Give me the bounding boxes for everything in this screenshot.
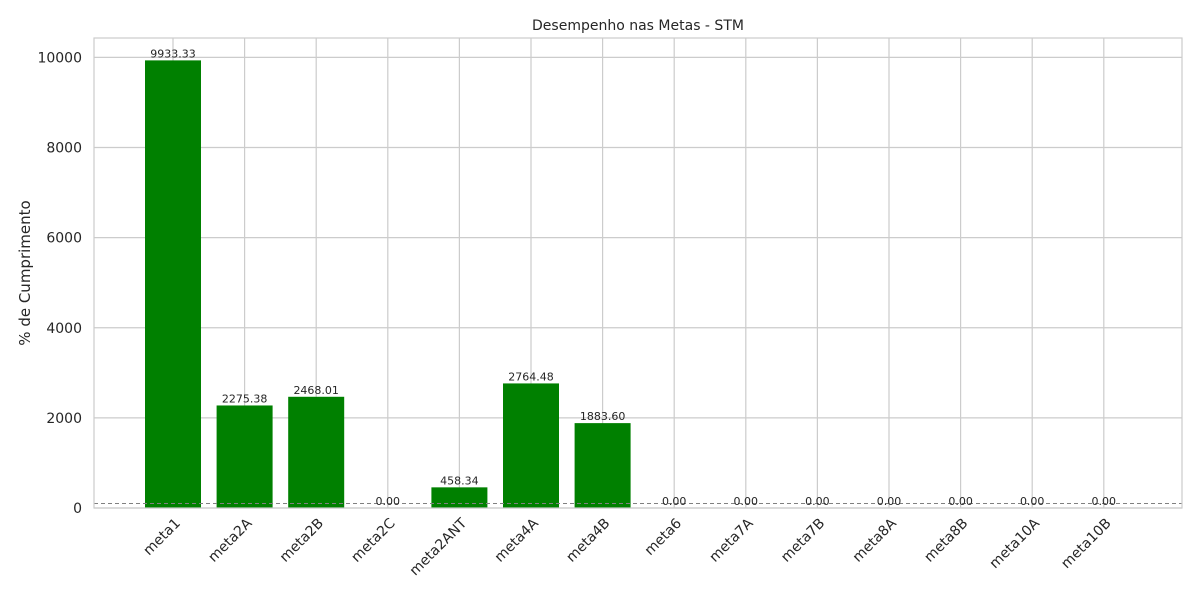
data-label: 2764.48: [508, 370, 554, 383]
bars: [145, 60, 631, 508]
grid-lines: [94, 38, 1182, 509]
y-tick-label: 4000: [46, 321, 82, 337]
bar-meta4A: [503, 383, 559, 508]
y-tick-label: 10000: [37, 50, 82, 66]
bar-meta2A: [216, 405, 273, 508]
data-labels: 9933.33 2275.38 2468.01 0.00 458.34 2764.48 18…: [150, 47, 1116, 508]
chart-title: Desempenho nas Metas - STM: [532, 18, 744, 34]
y-axis-label: % de Cumprimento: [16, 200, 34, 345]
data-label: 0.00: [1020, 495, 1045, 508]
data-label: 0.00: [877, 495, 902, 508]
y-tick-label: 0: [73, 501, 82, 517]
data-label: 2275.38: [222, 392, 268, 405]
y-tick-label: 6000: [46, 231, 82, 247]
plot-frame: [93, 37, 1183, 509]
bar-meta2B: [288, 396, 345, 508]
data-label: 0.00: [948, 495, 973, 508]
bar-meta4B: [574, 423, 631, 508]
y-tick-label: 2000: [46, 411, 82, 427]
data-label: 0.00: [734, 495, 759, 508]
data-label: 2468.01: [293, 384, 339, 397]
data-label: 0.00: [805, 495, 830, 508]
data-label: 0.00: [376, 495, 401, 508]
bar-meta1: [145, 60, 201, 508]
data-label: 0.00: [1092, 495, 1117, 508]
data-label: 9933.33: [150, 47, 196, 60]
bar-meta2ANT: [431, 487, 488, 508]
y-tick-label: 8000: [46, 141, 82, 157]
data-label: 1883.60: [580, 410, 626, 423]
y-tick-labels: 0 2000 4000 6000 8000 10000: [37, 50, 82, 517]
data-label: 458.34: [440, 474, 479, 487]
data-label: 0.00: [662, 495, 687, 508]
